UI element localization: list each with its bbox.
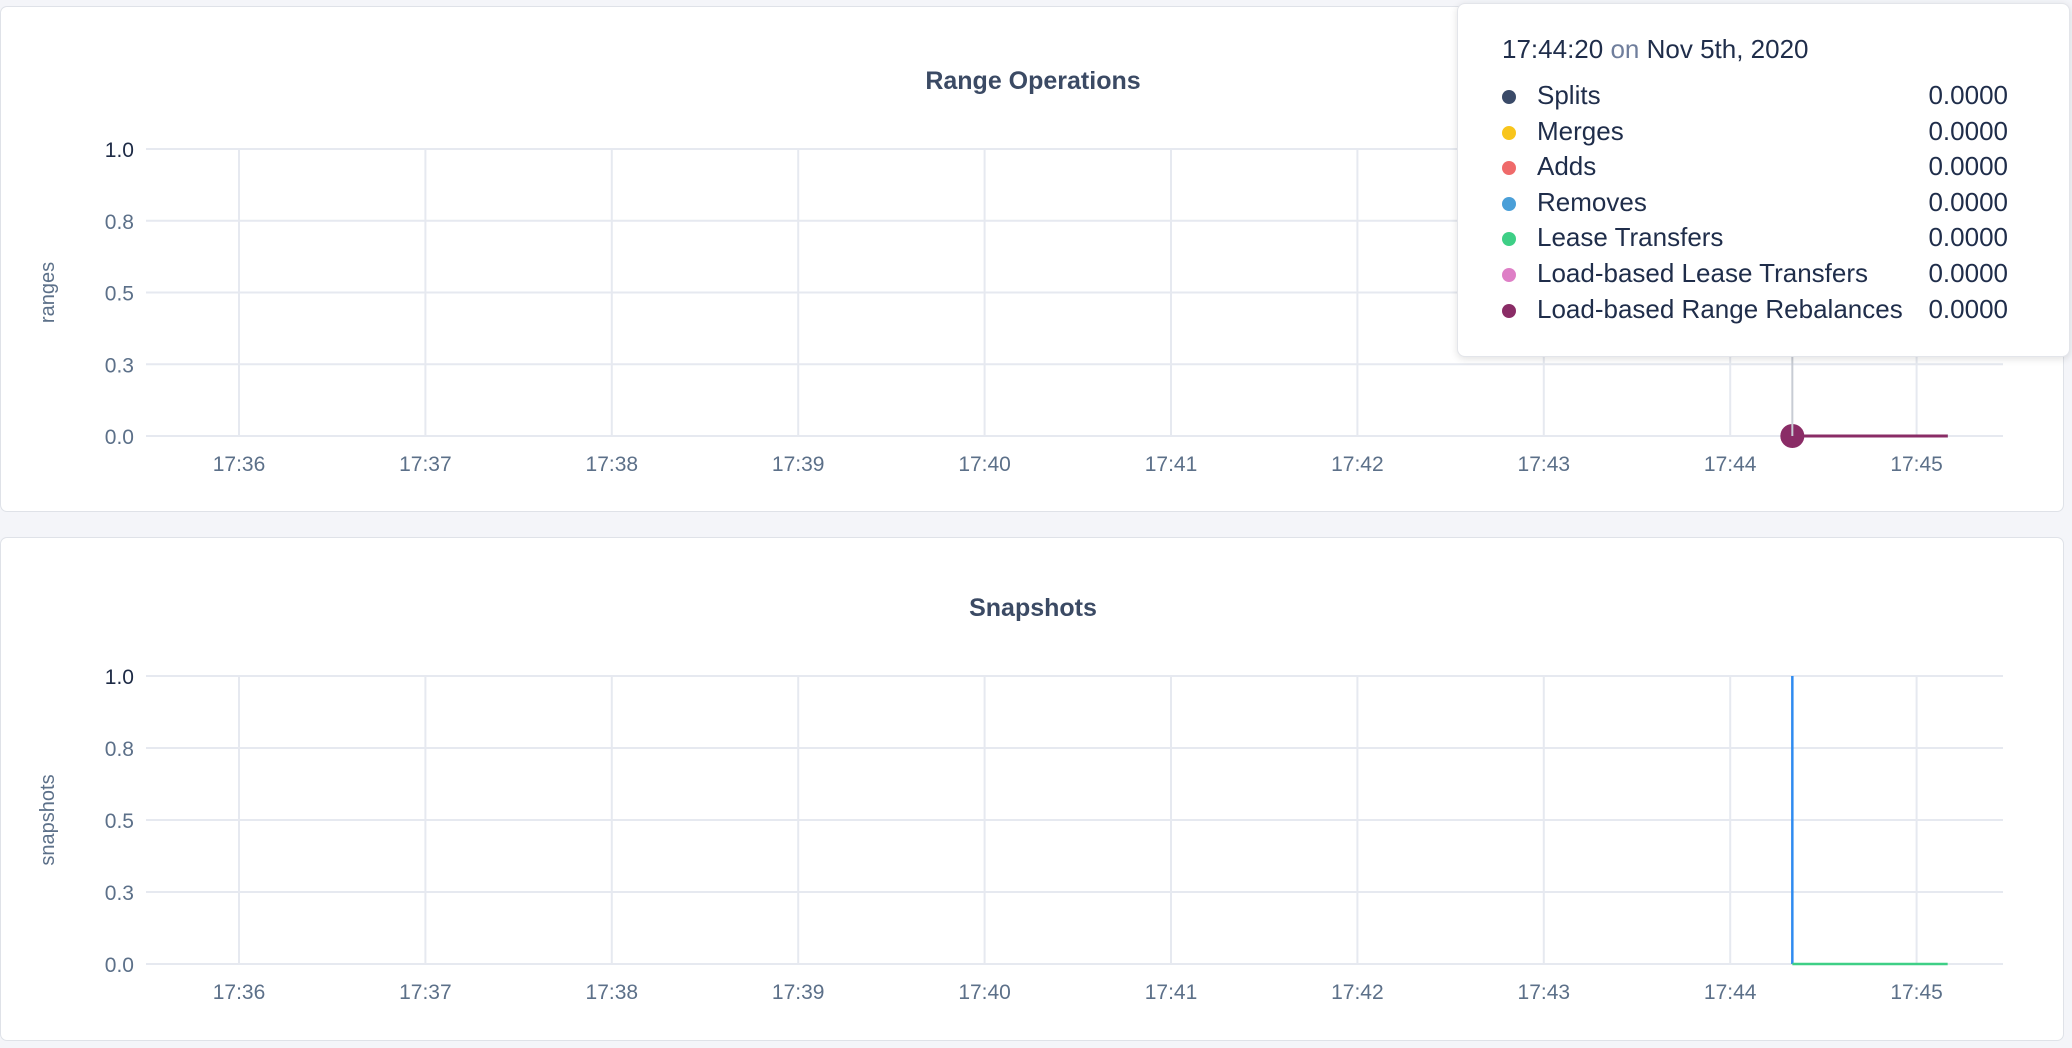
- y-tick-label: 0.8: [105, 738, 134, 761]
- x-tick-label: 17:36: [213, 981, 266, 1004]
- y-axis-label: ranges: [37, 262, 59, 323]
- x-tick-label: 17:45: [1890, 453, 1943, 476]
- x-tick-label: 17:38: [586, 453, 639, 476]
- x-tick-label: 17:41: [1145, 453, 1198, 476]
- x-tick-label: 17:41: [1145, 981, 1198, 1004]
- tooltip-series-name: Load-based Lease Transfers: [1537, 258, 1868, 288]
- y-tick-label: 0.3: [105, 882, 134, 905]
- tooltip-series-value: 0.0000: [1928, 151, 2008, 182]
- tooltip-series-value: 0.0000: [1928, 115, 2008, 146]
- y-tick-label: 1.0: [105, 139, 134, 162]
- tooltip-row: Load-based Lease Transfers 0.0000: [1502, 258, 2052, 292]
- tooltip-series-name: Adds: [1537, 151, 1597, 182]
- tooltip-series-name: Splits: [1537, 80, 1601, 110]
- series-color-dot-icon: [1502, 232, 1516, 247]
- x-tick-label: 17:39: [772, 981, 825, 1004]
- y-tick-label: 0.5: [105, 810, 134, 833]
- series-color-dot-icon: [1502, 161, 1516, 176]
- y-tick-label: 0.0: [105, 426, 134, 449]
- tooltip-series-value: 0.0000: [1928, 80, 2008, 110]
- series-color-dot-icon: [1502, 303, 1516, 318]
- x-tick-label: 17:37: [399, 981, 452, 1004]
- tooltip-header: 17:44:20 on Nov 5th, 2020: [1502, 34, 1809, 65]
- range-operations-card: Range Operations 17:36 17:37 17:38 17:39 17:4…: [0, 3, 2070, 513]
- y-tick-label: 0.3: [105, 354, 134, 377]
- x-tick-label: 17:37: [399, 453, 452, 476]
- x-tick-label: 17:40: [958, 453, 1011, 476]
- tooltip-series-value: 0.0000: [1928, 186, 2008, 217]
- chart-title: Range Operations: [925, 67, 1140, 95]
- x-tick-label: 17:43: [1518, 453, 1571, 476]
- y-tick-label: 0.8: [105, 211, 134, 234]
- tooltip-time: 17:44:20: [1502, 34, 1604, 64]
- tooltip-series-value: 0.0000: [1928, 293, 2008, 324]
- x-tick-label: 17:45: [1890, 981, 1943, 1004]
- series-color-dot-icon: [1502, 90, 1516, 104]
- x-tick-label: 17:44: [1704, 453, 1757, 476]
- tooltip-series-name: Lease Transfers: [1537, 222, 1724, 253]
- hover-tooltip: 17:44:20 on Nov 5th, 2020 Splits 0.0000 Me…: [1457, 3, 2070, 357]
- tooltip-series-value: 0.0000: [1928, 258, 2008, 288]
- x-tick-label: 17:36: [213, 453, 266, 476]
- tooltip-series-name: Load-based Range Rebalances: [1537, 293, 1903, 324]
- tooltip-date: Nov 5th, 2020: [1646, 34, 1809, 64]
- tooltip-series-name: Merges: [1537, 115, 1624, 146]
- snapshots-card: Snapshots 17:36 17:37 17:38 17:39 17:40 17:41 1…: [0, 537, 2064, 1041]
- x-tick-label: 17:40: [958, 981, 1011, 1004]
- tooltip-on: on: [1610, 34, 1640, 64]
- tooltip-row: Splits 0.0000: [1502, 80, 2052, 114]
- tooltip-row: Merges 0.0000: [1502, 116, 2052, 150]
- y-tick-label: 0.0: [105, 954, 134, 977]
- tooltip-row: Removes 0.0000: [1502, 187, 2052, 221]
- x-tick-label: 17:39: [772, 453, 825, 476]
- tooltip-row: Lease Transfers 0.0000: [1502, 222, 2052, 256]
- x-tick-label: 17:38: [586, 981, 639, 1004]
- series-color-dot-icon: [1502, 196, 1516, 211]
- series-color-dot-icon: [1502, 268, 1516, 282]
- x-tick-label: 17:44: [1704, 981, 1757, 1004]
- tooltip-series-value: 0.0000: [1928, 222, 2008, 253]
- x-tick-label: 17:42: [1331, 981, 1384, 1004]
- x-tick-label: 17:43: [1518, 981, 1571, 1004]
- tooltip-row: Adds 0.0000: [1502, 151, 2052, 185]
- range-operations-chart[interactable]: Range Operations 17:36 17:37 17:38 17:39 17:4…: [1, 7, 2065, 513]
- x-tick-label: 17:42: [1331, 453, 1384, 476]
- tooltip-series-name: Removes: [1537, 186, 1647, 217]
- snapshots-chart[interactable]: Snapshots 17:36 17:37 17:38 17:39 17:40 17:41 1…: [1, 538, 2065, 1042]
- series-color-dot-icon: [1502, 125, 1516, 140]
- chart-title: Snapshots: [969, 594, 1097, 622]
- y-axis-label: snapshots: [37, 774, 59, 865]
- y-tick-label: 0.5: [105, 283, 134, 306]
- y-tick-label: 1.0: [105, 666, 134, 689]
- tooltip-row: Load-based Range Rebalances 0.0000: [1502, 294, 2052, 328]
